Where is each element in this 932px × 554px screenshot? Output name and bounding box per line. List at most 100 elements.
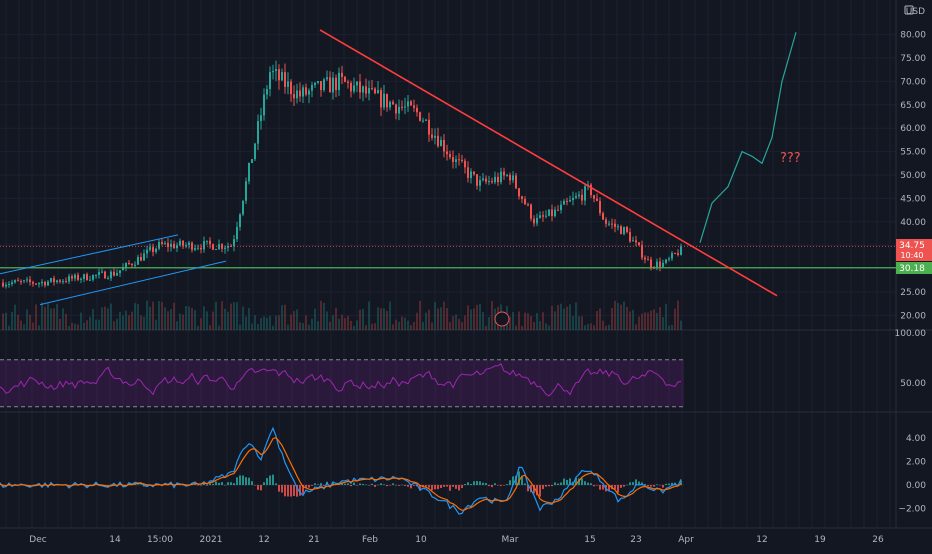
macd-histogram-bar: [452, 485, 454, 487]
volume-bar: [182, 314, 184, 330]
candle-body: [86, 274, 88, 281]
currency-label: USD: [906, 7, 925, 17]
candle-body: [512, 175, 514, 181]
volume-bar: [404, 317, 406, 330]
candle-body: [542, 215, 544, 217]
macd-histogram-bar: [500, 485, 502, 486]
candle-body: [254, 143, 256, 160]
candle-body: [485, 178, 487, 182]
volume-bar: [284, 304, 286, 330]
rsi-pane[interactable]: [0, 359, 684, 408]
candle-body: [20, 281, 22, 283]
volume-bar: [680, 320, 682, 330]
volume-bar: [551, 305, 553, 330]
candle-body: [149, 247, 151, 250]
volume-bar: [446, 308, 448, 330]
volume-bar: [5, 312, 7, 330]
candle-body: [140, 257, 142, 261]
volume-bar: [569, 304, 571, 330]
volume-bar: [236, 302, 238, 330]
candle-body: [95, 274, 97, 276]
macd-histogram-bar: [401, 484, 403, 486]
volume-bar: [413, 321, 415, 330]
macd-histogram-bar: [671, 482, 673, 485]
candle-body: [317, 81, 319, 83]
candle-body: [434, 135, 436, 138]
volume-bar: [35, 304, 37, 330]
macd-histogram-bar: [2, 485, 4, 487]
candle-body: [464, 160, 466, 168]
price-tick-label: 60.00: [900, 124, 926, 134]
price-tick-label: 45.00: [900, 194, 926, 204]
candle-body: [263, 94, 265, 116]
time-axis-label: 14: [109, 535, 121, 545]
candle-body: [98, 272, 100, 275]
macd-line: [0, 426, 682, 515]
macd-histogram-bar: [380, 483, 382, 485]
candle-body: [356, 81, 358, 86]
candle-body: [23, 280, 25, 282]
volume-bar: [359, 309, 361, 330]
macd-histogram-bar: [437, 485, 439, 490]
candle-body: [449, 154, 451, 158]
macd-histogram-bar: [308, 485, 310, 488]
macd-pane[interactable]: [0, 426, 684, 515]
settings-icon[interactable]: [904, 5, 914, 15]
volume-bar: [596, 310, 598, 330]
macd-histogram-bar: [638, 481, 640, 485]
volume-bar: [416, 312, 418, 330]
macd-histogram-bar: [527, 485, 529, 492]
volume-bar: [242, 306, 244, 330]
candle-body: [155, 248, 157, 252]
volume-bar: [542, 312, 544, 330]
alert-icon[interactable]: [494, 311, 510, 327]
volume-bar: [161, 301, 163, 330]
volume-bar: [515, 325, 517, 330]
volume-bar: [239, 324, 241, 330]
candle-body: [134, 264, 136, 266]
macd-histogram-bar: [392, 483, 394, 485]
macd-histogram-bar: [524, 483, 526, 485]
volume-bar: [38, 325, 40, 330]
macd-histogram-bar: [74, 482, 76, 485]
candle-body: [590, 184, 592, 196]
volume-bar: [128, 315, 130, 330]
candle-body: [374, 88, 376, 94]
volume-bar: [227, 311, 229, 330]
macd-histogram-bar: [503, 485, 505, 486]
macd-histogram-bar: [254, 485, 256, 486]
candle-body: [569, 200, 571, 202]
macd-histogram-bar: [404, 485, 406, 486]
volume-bar: [248, 307, 250, 330]
volume-bar: [17, 314, 19, 330]
volume-bar: [323, 302, 325, 330]
candle-body: [383, 93, 385, 108]
candle-body: [212, 244, 214, 250]
candle-body: [551, 209, 553, 217]
macd-histogram-bar: [323, 485, 325, 486]
candle-body: [11, 282, 13, 284]
macd-histogram-bar: [329, 485, 331, 486]
volume-bar: [275, 315, 277, 330]
candle-body: [128, 262, 130, 264]
macd-histogram-bar: [347, 483, 349, 485]
volume-bar: [326, 311, 328, 330]
volume-bar: [536, 313, 538, 330]
candle-body: [452, 157, 454, 162]
macd-histogram-bar: [284, 485, 286, 497]
time-axis-label: 21: [308, 535, 319, 545]
candle-body: [215, 249, 217, 251]
candle-body: [650, 259, 652, 268]
candle-body: [665, 259, 667, 263]
candle-body: [470, 171, 472, 178]
macd-histogram-bar: [548, 485, 550, 487]
price-tick-label: 80.00: [900, 31, 926, 41]
volume-bar: [611, 308, 613, 330]
candle-body: [296, 90, 298, 99]
volume-bar: [47, 302, 49, 330]
candle-body: [350, 82, 352, 92]
volume-bar: [377, 307, 379, 330]
macd-histogram-bar: [485, 483, 487, 485]
candle-body: [200, 247, 202, 250]
